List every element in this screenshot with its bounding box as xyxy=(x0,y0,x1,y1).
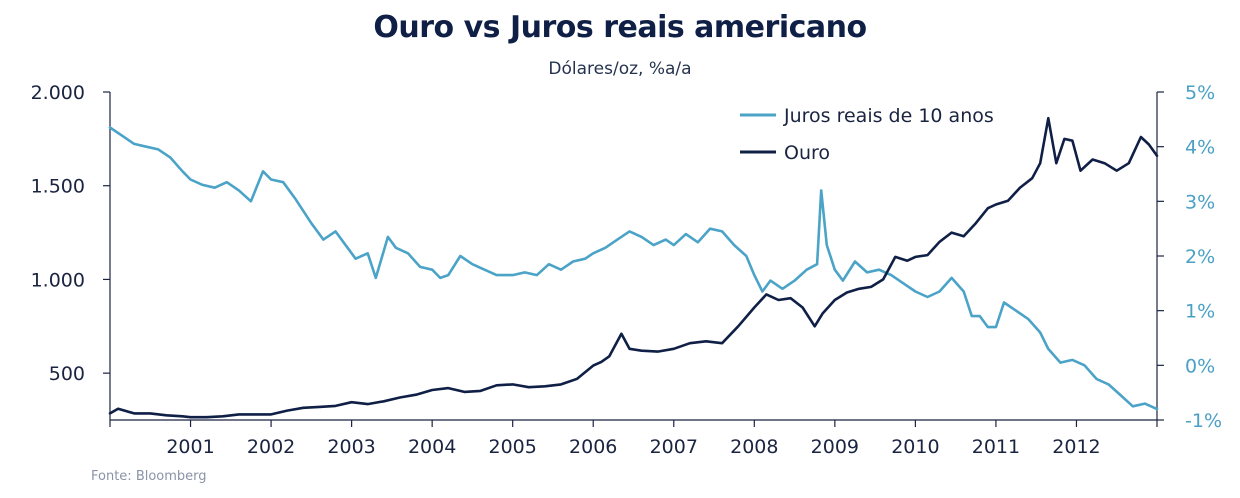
right-tick-label: 4% xyxy=(1185,137,1215,159)
right-tick-label: 3% xyxy=(1185,191,1215,213)
legend-label: Juros reais de 10 anos xyxy=(783,105,994,127)
legend-label: Ouro xyxy=(784,142,830,164)
x-tick-label: 2004 xyxy=(408,436,456,458)
x-tick-label: 2008 xyxy=(730,436,778,458)
x-tick-label: 2003 xyxy=(327,436,375,458)
left-tick-label: 1.000 xyxy=(31,269,85,291)
right-tick-label: 1% xyxy=(1185,301,1215,323)
x-tick-label: 2011 xyxy=(972,436,1020,458)
x-tick-label: 2005 xyxy=(489,436,537,458)
right-tick-label: 2% xyxy=(1185,246,1215,268)
x-tick-label: 2010 xyxy=(891,436,939,458)
series-line-juros xyxy=(108,126,1159,411)
x-tick-label: 2001 xyxy=(166,436,214,458)
x-tick-label: 2006 xyxy=(569,436,617,458)
x-tick-label: 2002 xyxy=(247,436,295,458)
source-note: Fonte: Bloomberg xyxy=(91,469,207,484)
chart-subtitle: Dólares/oz, %a/a xyxy=(548,59,692,79)
left-tick-label: 500 xyxy=(49,363,85,385)
right-tick-label: 0% xyxy=(1185,355,1215,377)
chart-title: Ouro vs Juros reais americano xyxy=(373,10,867,45)
x-tick-label: 2007 xyxy=(650,436,698,458)
right-tick-label: 5% xyxy=(1185,82,1215,104)
x-tick-label: 2009 xyxy=(811,436,859,458)
x-tick-label: 2012 xyxy=(1052,436,1100,458)
left-tick-label: 1.500 xyxy=(31,176,85,198)
series-line-ouro xyxy=(108,116,1159,419)
right-tick-label: -1% xyxy=(1185,410,1222,432)
left-tick-label: 2.000 xyxy=(31,82,85,104)
